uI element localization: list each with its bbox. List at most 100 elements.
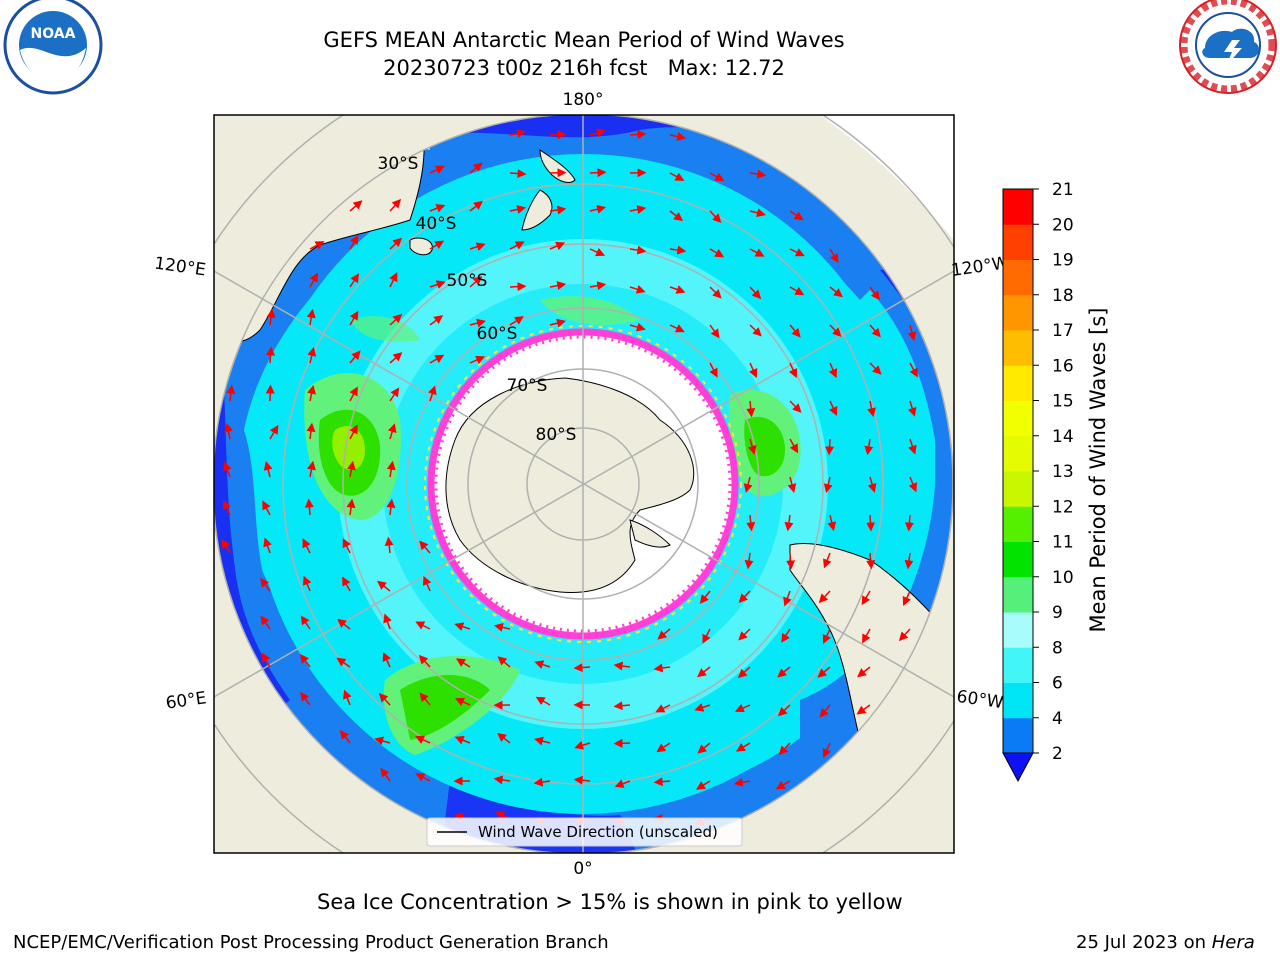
wind-wave-arrow <box>469 200 483 212</box>
wind-wave-arrow <box>778 742 791 756</box>
wind-wave-arrow <box>784 514 794 532</box>
wind-wave-arrow <box>653 663 671 673</box>
wind-wave-arrow <box>749 248 765 257</box>
wind-wave-arrow <box>737 666 751 679</box>
wind-wave-arrow <box>749 169 767 179</box>
colorbar-bin <box>1003 259 1033 296</box>
wind-wave-arrow <box>709 324 720 339</box>
footer-date-text: 25 Jul 2023 on <box>1076 932 1212 953</box>
wind-wave-arrow <box>378 692 391 706</box>
wind-wave-arrow <box>306 422 316 440</box>
wind-wave-arrow <box>429 315 444 326</box>
wind-wave-arrow <box>389 272 398 288</box>
wind-wave-arrow <box>349 234 359 250</box>
wind-wave-arrow <box>387 423 397 440</box>
wind-wave-arrow <box>829 248 839 264</box>
footer-machine: Hera <box>1211 932 1255 953</box>
colorbar-tick-label: 17 <box>1052 321 1074 341</box>
wind-wave-arrow <box>497 656 511 668</box>
wind-wave-arrow <box>535 696 551 706</box>
colorbar-tick-label: 16 <box>1052 356 1074 376</box>
wind-wave-arrow <box>789 286 805 296</box>
wind-wave-arrow <box>469 242 486 251</box>
wind-wave-arrow <box>864 438 874 456</box>
wind-wave-arrow <box>818 590 831 604</box>
wind-wave-arrow <box>669 285 686 294</box>
wind-wave-arrow <box>746 514 756 532</box>
colorbar-tick-label: 10 <box>1052 568 1074 588</box>
wind-wave-arrow <box>336 657 351 668</box>
wind-wave-arrow <box>669 172 685 181</box>
wind-wave-arrow <box>262 652 271 668</box>
colorbar-label: Mean Period of Wind Waves [s] <box>1086 308 1110 633</box>
wind-wave-arrow <box>307 460 316 478</box>
wind-wave-arrow <box>709 362 718 378</box>
wind-wave-arrow <box>309 241 325 250</box>
colorbar-bin <box>1003 541 1033 578</box>
noaa-logo: NOAA <box>3 0 103 95</box>
lon-label-0: 0° <box>573 859 592 879</box>
wind-wave-arrow <box>337 618 351 630</box>
wind-wave-arrow <box>589 281 607 291</box>
wind-wave-arrow <box>629 245 647 255</box>
wind-wave-arrow <box>300 615 311 630</box>
wind-wave-arrow <box>783 590 792 607</box>
wind-wave-arrow <box>629 129 647 139</box>
wind-wave-arrow <box>733 777 751 787</box>
colorbar-tick-label: 18 <box>1052 286 1074 306</box>
wind-wave-arrow <box>304 498 314 516</box>
wind-wave-arrow <box>428 385 437 402</box>
colorbar-tick-label: 15 <box>1052 392 1074 412</box>
wind-wave-arrow <box>589 168 607 178</box>
footer-producer: NCEP/EMC/Verification Post Processing Pr… <box>13 932 609 953</box>
colorbar-bin <box>1003 471 1033 507</box>
wind-wave-arrow <box>869 324 881 338</box>
colorbar-bin <box>1003 435 1033 472</box>
wind-wave-arrow <box>669 324 685 333</box>
wind-wave-arrow <box>862 628 871 644</box>
wind-wave-arrow <box>342 538 351 554</box>
wind-wave-arrow <box>709 286 722 299</box>
wind-wave-arrow <box>339 729 351 744</box>
wind-wave-arrow <box>534 660 551 669</box>
wind-wave-arrow <box>469 275 483 288</box>
wind-wave-arrow <box>497 732 511 744</box>
wind-wave-arrow <box>589 128 606 138</box>
wind-wave-arrow <box>260 615 271 630</box>
wind-wave-arrow <box>573 775 591 785</box>
wind-wave-arrow <box>469 318 486 328</box>
wind-wave-arrow <box>789 210 804 221</box>
wind-wave-arrow <box>429 204 446 213</box>
lat-labels: 30°S 40°S 50°S 60°S 70°S 80°S <box>378 154 577 445</box>
wind-wave-arrow <box>509 205 527 214</box>
nws-logo <box>1179 0 1277 94</box>
colorbar-tick-label: 12 <box>1052 497 1074 517</box>
wind-wave-arrow <box>349 310 359 326</box>
wind-wave-arrow <box>262 500 271 516</box>
wind-wave-arrow <box>269 424 279 440</box>
wind-wave-arrow <box>263 461 273 478</box>
wind-wave-arrow <box>702 628 711 644</box>
colorbar-bin <box>1003 682 1033 719</box>
wind-wave-arrow <box>657 628 671 640</box>
wind-wave-arrow <box>857 666 871 678</box>
wind-wave-arrow <box>699 590 711 605</box>
wind-wave-arrow <box>747 438 757 455</box>
wind-wave-arrow <box>867 400 876 418</box>
lat-label-40s: 40°S <box>416 214 457 234</box>
wind-wave-arrow <box>389 313 403 326</box>
wind-wave-arrow <box>299 653 311 668</box>
colorbar-bin <box>1003 365 1033 401</box>
wind-wave-arrow <box>825 438 835 456</box>
graticule <box>214 115 954 853</box>
wind-wave-arrow <box>908 438 917 455</box>
wind-wave-arrow <box>749 324 762 337</box>
colorbar-tick-label: 6 <box>1052 674 1063 694</box>
wind-wave-arrow <box>374 736 391 746</box>
wind-wave-arrow <box>788 362 798 379</box>
wind-wave-arrow <box>709 210 722 223</box>
wind-wave-arrow <box>493 775 511 785</box>
wind-wave-arrow <box>869 362 882 375</box>
wind-wave-arrow <box>749 362 758 378</box>
